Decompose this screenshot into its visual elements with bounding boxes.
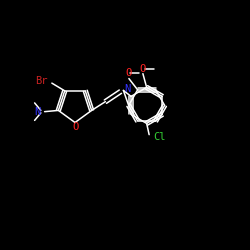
Text: N: N <box>124 84 130 94</box>
Text: O: O <box>140 64 146 74</box>
Text: Br: Br <box>36 76 48 86</box>
Text: Cl: Cl <box>154 132 166 142</box>
Text: O: O <box>126 68 132 78</box>
Text: O: O <box>72 122 78 132</box>
Text: N: N <box>34 107 41 117</box>
